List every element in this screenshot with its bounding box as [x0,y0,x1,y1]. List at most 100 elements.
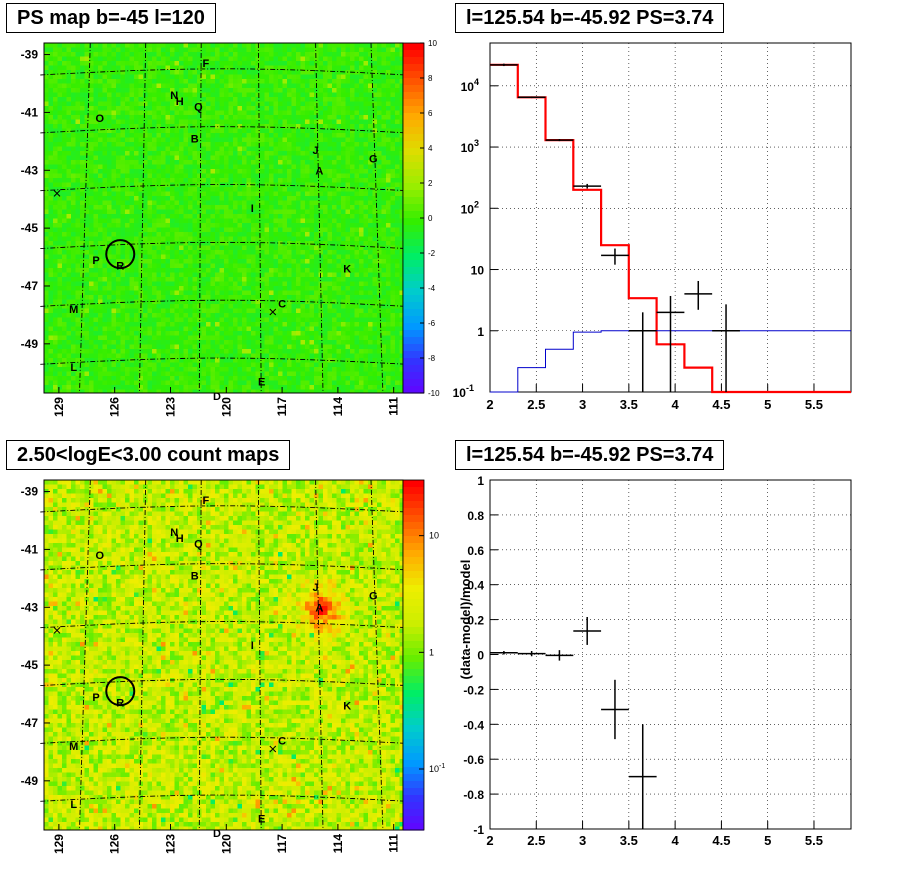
heatmap-cell [98,200,103,206]
heatmap-cell [66,182,72,188]
heatmap-cell [66,191,72,197]
heatmap-cell [197,56,202,62]
heatmap-cell [80,187,85,192]
heatmap-cell [152,128,157,134]
heatmap-cell [170,52,175,57]
heatmap-cell [71,317,76,323]
heatmap-cell [71,200,76,206]
heatmap-cell [62,254,67,260]
heatmap-cell [278,65,283,71]
heatmap-cell [251,205,256,210]
heatmap-cell [75,286,81,291]
heatmap-cell [71,106,76,111]
heatmap-cell [197,83,202,89]
heatmap-cell [201,70,207,75]
heatmap-cell [350,290,355,296]
heatmap-cell [332,277,337,282]
heatmap-cell [152,106,157,111]
heatmap-cell [75,241,81,246]
heatmap-cell [350,52,355,57]
heatmap-cell [287,106,292,111]
heatmap-cell [323,43,328,48]
heatmap-cell [129,79,135,84]
heatmap-cell [318,164,324,170]
heatmap-cell [84,313,90,318]
heatmap-cell [102,169,108,174]
heatmap-cell [102,52,108,57]
heatmap-cell [341,182,346,188]
heatmap-cell [107,281,112,287]
heatmap-cell [228,227,234,233]
heatmap-cell [300,196,306,201]
heatmap-cell [161,169,166,174]
heatmap-cell [309,236,315,242]
heatmap-cell [332,106,337,111]
heatmap-cell [251,160,256,165]
heatmap-cell [192,119,198,125]
heatmap-cell [395,317,400,323]
heatmap-cell [386,236,391,242]
heatmap-cell [93,308,99,314]
heatmap-cell [377,56,382,62]
heatmap-cell [399,227,404,233]
heatmap-cell [174,178,180,183]
heatmap-cell [80,56,85,62]
heatmap-cell [309,295,315,300]
heatmap-cell [368,61,373,66]
heatmap-cell [395,286,400,291]
heatmap-cell [183,317,189,323]
heatmap-cell [282,128,288,134]
heatmap-cell [48,74,54,80]
heatmap-cell [71,92,76,98]
heatmap-cell [111,43,117,48]
heatmap-cell [291,196,297,201]
heatmap-cell [237,277,243,282]
heatmap-cell [287,277,292,282]
heatmap-cell [179,236,184,242]
heatmap-cell [327,223,333,228]
heatmap-cell [147,227,153,233]
heatmap-cell [80,65,85,71]
heatmap-cell [350,277,355,282]
heatmap-cell [129,146,135,152]
heatmap-cell [170,290,175,296]
heatmap-cell [246,164,252,170]
heatmap-cell [84,205,90,210]
heatmap-cell [300,115,306,120]
heatmap-cell [332,187,337,192]
heatmap-cell [291,74,297,80]
heatmap-cell [233,277,238,282]
heatmap-cell [201,254,207,260]
heatmap-cell [80,200,85,206]
heatmap-cell [291,169,297,174]
heatmap-cell [237,263,243,269]
heatmap-cell [390,115,396,120]
heatmap-cell [246,200,252,206]
heatmap-cell [287,47,292,53]
heatmap-cell [363,101,369,107]
heatmap-cell [66,124,72,129]
heatmap-cell [368,281,373,287]
heatmap-cell [219,173,225,179]
heatmap-cell [233,209,238,215]
heatmap-cell [300,88,306,93]
heatmap-cell [390,214,396,219]
heatmap-cell [354,191,360,197]
heatmap-cell [210,173,216,179]
heatmap-cell [156,281,162,287]
heatmap-cell [174,169,180,174]
heatmap-cell [251,272,256,278]
heatmap-cell [305,97,310,102]
heatmap-cell [53,119,58,125]
heatmap-cell [309,317,315,323]
heatmap-cell [93,47,99,53]
heatmap-cell [399,250,404,255]
heatmap-cell [48,52,54,57]
heatmap-cell [44,164,49,170]
heatmap-cell [188,169,193,174]
heatmap-cell [161,65,166,71]
heatmap-cell [278,259,283,264]
heatmap-cell [165,281,171,287]
heatmap-cell [210,209,216,215]
heatmap-cell [152,322,157,327]
